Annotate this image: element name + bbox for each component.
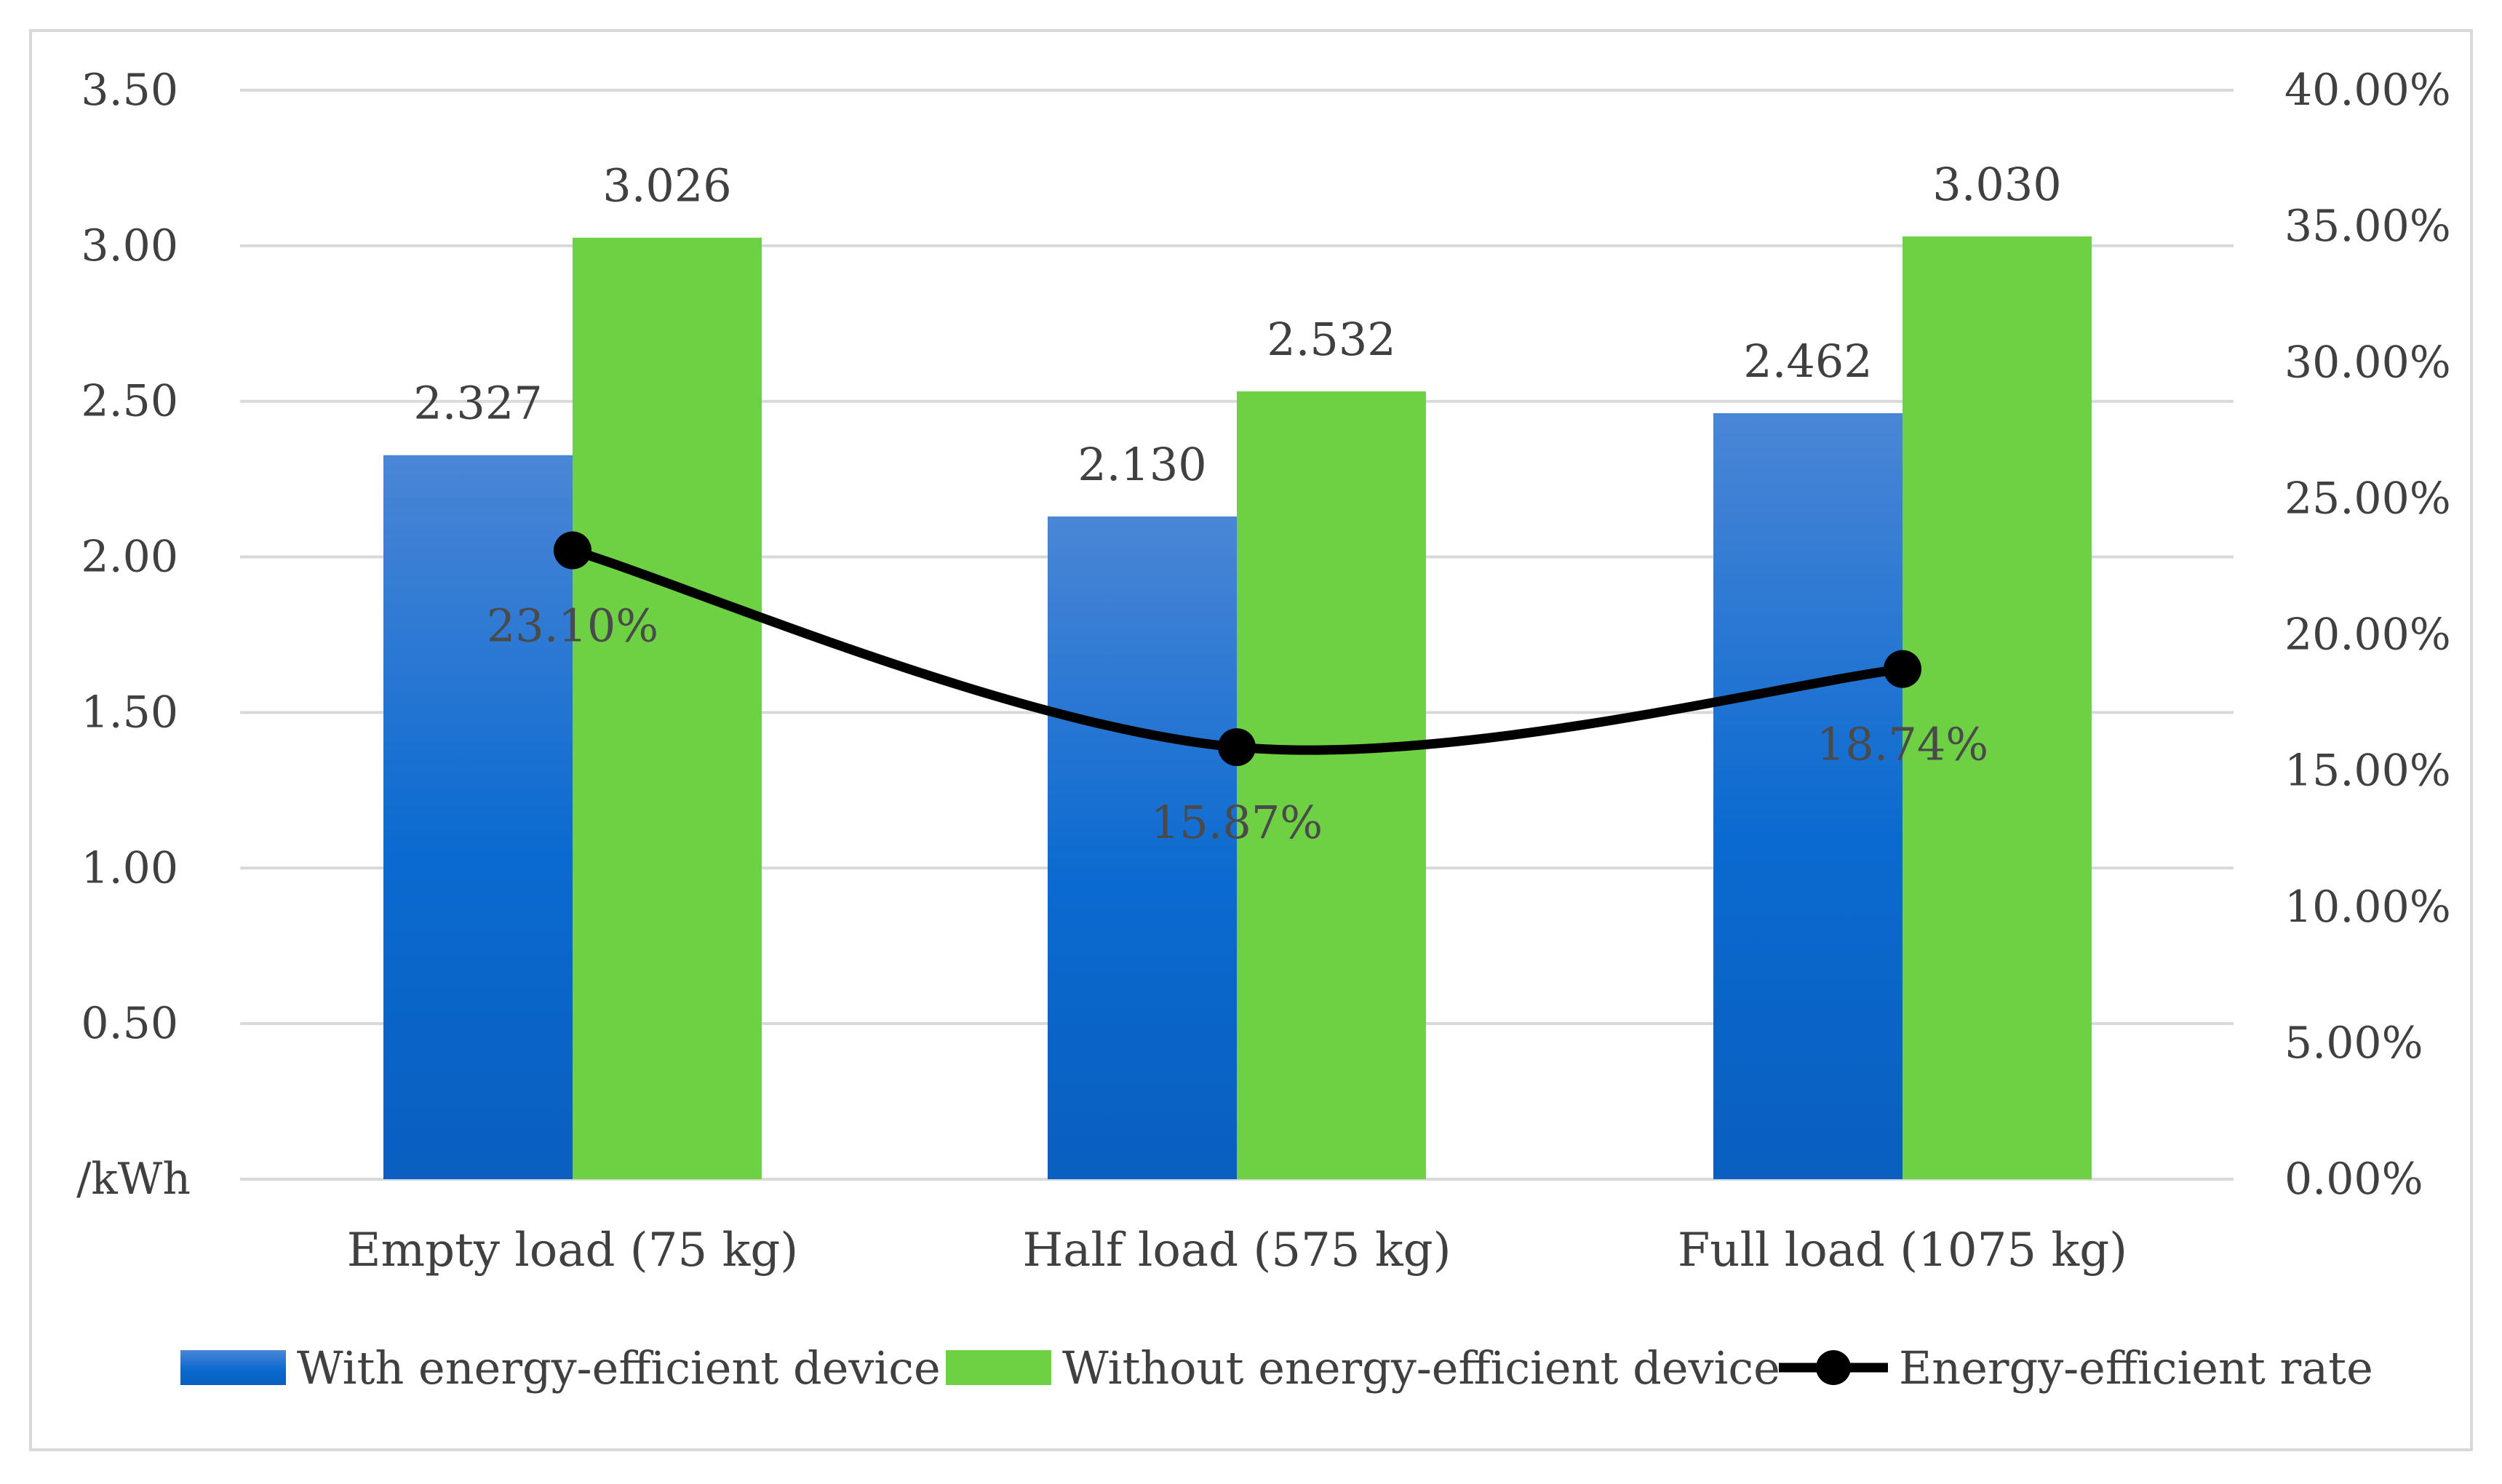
y-right-tick-label: 5.00% [2284, 1018, 2423, 1069]
x-categories: Empty load (75 kg) Half load (575 kg) Full… [347, 1224, 2127, 1277]
legend-swatch [946, 1350, 1051, 1385]
y-left-tick-label: 1.50 [81, 687, 178, 738]
y-left-tick-label: 2.00 [81, 532, 178, 583]
bar-with-device [383, 455, 573, 1179]
left-axis: 3.50 3.00 2.50 2.00 1.50 1.00 0.50/kWh [76, 65, 191, 1205]
rate-point [554, 531, 591, 570]
bar-labels: 2.327 3.026 2.130 2.532 2.462 3.030 [413, 158, 2062, 491]
legend-label: Energy-efficient rate [1899, 1341, 2373, 1395]
legend: With energy-efficient device Without ener… [180, 1341, 2373, 1395]
y-left-unit-label: /kWh [76, 1154, 191, 1205]
y-right-tick-label: 25.00% [2284, 473, 2451, 524]
bar-data-label: 2.462 [1743, 335, 1873, 388]
y-right-tick-label: 20.00% [2284, 610, 2451, 661]
rate-labels: 23.10% 15.87% 18.74% [487, 599, 1988, 849]
y-left-tick-label: 0.50 [81, 998, 178, 1049]
bar-with-device [1048, 516, 1237, 1179]
y-right-tick-label: 30.00% [2284, 337, 2451, 388]
bar-data-label: 3.026 [602, 159, 732, 212]
x-category-label: Empty load (75 kg) [347, 1224, 799, 1277]
y-left-tick-label: 2.50 [81, 376, 178, 427]
bar-without-device [573, 237, 762, 1179]
rate-data-label: 18.74% [1817, 718, 1988, 771]
x-category-label: Half load (575 kg) [1022, 1224, 1451, 1277]
bar-data-label: 2.130 [1077, 438, 1207, 491]
legend-label: Without energy-efficient device [1062, 1341, 1780, 1395]
bar-with-device [1713, 412, 1903, 1179]
bar-data-label: 2.532 [1267, 313, 1396, 366]
rate-data-label: 15.87% [1151, 796, 1323, 849]
legend-marker [1816, 1350, 1851, 1385]
y-right-tick-label: 40.00% [2284, 65, 2451, 116]
rate-point [1884, 650, 1921, 688]
y-left-tick-label: 3.50 [81, 65, 178, 116]
bar-without-device [1903, 236, 2092, 1179]
y-right-tick-label: 15.00% [2284, 746, 2451, 797]
rate-line [554, 531, 1921, 767]
x-category-label: Full load (1075 kg) [1678, 1224, 2127, 1277]
y-right-tick-label: 35.00% [2284, 201, 2451, 252]
bars [383, 236, 2092, 1180]
bar-without-device [1237, 391, 1426, 1180]
right-axis: 40.00% 35.00% 30.00% 25.00% 20.00% 15.00% 10.0… [2284, 65, 2451, 1205]
y-right-tick-label: 10.00% [2284, 882, 2451, 933]
bar-data-label: 2.327 [413, 377, 543, 430]
y-left-tick-label: 3.00 [81, 220, 178, 271]
y-right-tick-label: 0.00% [2284, 1154, 2423, 1205]
y-left-tick-label: 1.00 [81, 842, 178, 893]
bar-data-label: 3.030 [1932, 158, 2062, 211]
rate-point [1218, 728, 1256, 767]
legend-label: With energy-efficient device [297, 1341, 941, 1395]
rate-data-label: 23.10% [487, 599, 658, 652]
legend-swatch [180, 1350, 286, 1385]
